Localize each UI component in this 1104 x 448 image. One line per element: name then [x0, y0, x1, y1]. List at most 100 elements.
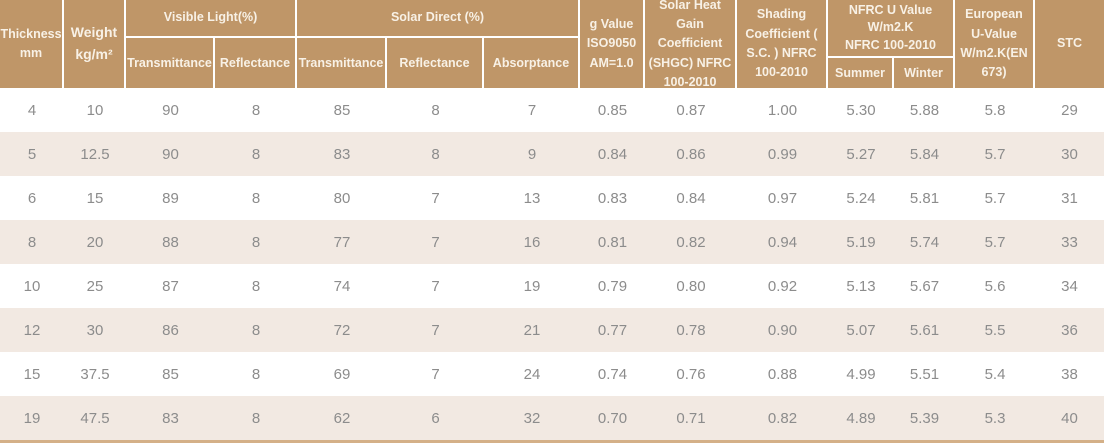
table-row: 15 37.5 85 8 69 7 24 0.74 0.76 0.88 4.99 5.51 5.4 38 [0, 352, 1104, 396]
table-cell: 5.8 [984, 101, 1006, 119]
thickness-label-line2: mm [19, 46, 43, 60]
table-cell: 6 [27, 189, 37, 207]
table-cell: 5.67 [909, 277, 940, 295]
table-cell: 0.90 [767, 321, 798, 339]
table-cell: 5.51 [909, 365, 940, 383]
table-cell: 0.76 [676, 365, 706, 383]
table-cell: 16 [523, 233, 541, 251]
table-cell: 7 [431, 277, 440, 295]
table-cell: 74 [333, 277, 351, 295]
table-cell: 0.81 [597, 233, 628, 251]
table-cell: 0.94 [767, 233, 798, 251]
table-cell: 33 [1061, 233, 1078, 251]
table-cell: 62 [333, 409, 351, 427]
table-row: 8 20 88 8 77 7 16 0.81 0.82 0.94 5.19 5.74 5.7 33 [0, 220, 1104, 264]
table-cell: 5.13 [846, 277, 876, 295]
thickness-label-line1: Thickness [0, 26, 62, 41]
table-cell: 89 [162, 189, 179, 207]
table-cell: 5.3 [984, 409, 1006, 427]
weight-label-line2: kg/m² [75, 46, 113, 62]
table-cell: 0.71 [676, 409, 706, 427]
table-cell: 4.89 [846, 409, 876, 427]
table-cell: 8 [251, 145, 261, 163]
table-cell: 36 [1061, 321, 1078, 339]
table-cell: 0.92 [767, 277, 798, 295]
table-cell: 8 [251, 101, 261, 119]
table-cell: 12.5 [80, 145, 110, 163]
table-cell: 0.80 [676, 277, 706, 295]
col-header-shgc: Solar Heat Gain Coefficient (SHGC) NFRC … [645, 0, 737, 89]
table-cell: 47.5 [80, 409, 110, 427]
g-value-line2: ISO9050 [586, 36, 637, 51]
table-cell: 4.99 [846, 365, 876, 383]
table-cell: 85 [162, 365, 179, 383]
table-cell: 5.07 [846, 321, 876, 339]
table-cell: 7 [431, 365, 440, 383]
table-cell: 5.81 [909, 189, 940, 207]
table-cell: 8 [431, 145, 440, 163]
table-cell: 69 [333, 365, 351, 383]
col-group-visible-light: Visible Light(%) Transmittance Reflectan… [126, 0, 297, 88]
table-cell: 31 [1061, 189, 1078, 207]
table-cell: 0.78 [676, 321, 706, 339]
table-cell: 19 [23, 409, 41, 427]
table-cell: 6 [431, 409, 440, 427]
g-value-line1: g Value [589, 16, 634, 31]
table-cell: 30 [1061, 145, 1078, 163]
col-header-sd-reflectance: Reflectance [387, 38, 484, 88]
col-header-nfrc-winter: Winter [904, 66, 943, 80]
col-header-vl-transmittance: Transmittance [126, 38, 215, 88]
col-header-sd-transmittance: Transmittance [297, 38, 387, 88]
table-cell: 34 [1061, 277, 1078, 295]
table-cell: 83 [333, 145, 351, 163]
table-cell: 37.5 [80, 365, 110, 383]
table-cell: 5.6 [984, 277, 1006, 295]
nfrc-group-title: NFRC U Value W/m2.K NFRC 100-2010 [828, 0, 953, 58]
table-cell: 0.85 [597, 101, 628, 119]
table-row: 6 15 89 8 80 7 13 0.83 0.84 0.97 5.24 5.81 5.7 31 [0, 176, 1104, 220]
table-cell: 15 [86, 189, 104, 207]
table-cell: 8 [251, 233, 261, 251]
table-cell: 0.84 [676, 189, 706, 207]
table-cell: 0.82 [767, 409, 798, 427]
table-cell: 85 [333, 101, 351, 119]
table-cell: 40 [1061, 409, 1078, 427]
table-cell: 5.7 [984, 233, 1006, 251]
weight-label-line1: Weight [70, 24, 118, 41]
col-header-weight: Weight kg/m² [64, 0, 126, 88]
table-cell: 5.24 [846, 189, 876, 207]
col-header-shading-coefficient: Shading Coefficient ( S.C. ) NFRC 100-20… [737, 0, 828, 88]
table-cell: 10 [86, 101, 104, 119]
table-cell: 7 [527, 101, 537, 119]
solar-direct-group-title: Solar Direct (%) [297, 0, 578, 38]
col-group-nfrc-u-value: NFRC U Value W/m2.K NFRC 100-2010 Summer… [828, 0, 955, 88]
table-cell: 5.7 [984, 189, 1006, 207]
table-cell: 0.84 [597, 145, 628, 163]
table-cell: 0.86 [676, 145, 706, 163]
table-cell: 8 [251, 189, 261, 207]
table-row: 4 10 90 8 85 8 7 0.85 0.87 1.00 5.30 5.88 5.8 29 [0, 88, 1104, 132]
g-value-line3: AM=1.0 [589, 55, 634, 70]
table-body: 4 10 90 8 85 8 7 0.85 0.87 1.00 5.30 5.88 5.8 29 5 12.5… [0, 88, 1104, 440]
table-cell: 8 [251, 409, 261, 427]
col-header-g-value: g Value ISO9050 AM=1.0 [580, 0, 645, 88]
table-cell: 5.4 [984, 365, 1006, 383]
table-cell: 0.88 [767, 365, 798, 383]
table-cell: 7 [431, 189, 440, 207]
table-cell: 0.83 [597, 189, 628, 207]
table-cell: 7 [431, 233, 440, 251]
table-cell: 25 [86, 277, 104, 295]
col-header-sd-absorptance: Absorptance [492, 56, 570, 70]
table-cell: 24 [523, 365, 541, 383]
visible-light-group-title: Visible Light(%) [126, 0, 295, 38]
table-cell: 83 [162, 409, 179, 427]
table-cell: 5.74 [909, 233, 940, 251]
table-cell: 90 [162, 145, 179, 163]
table-cell: 77 [333, 233, 351, 251]
table-cell: 0.99 [767, 145, 798, 163]
table-cell: 12 [23, 321, 41, 339]
table-cell: 32 [523, 409, 541, 427]
table-bottom-border [0, 440, 1104, 443]
table-cell: 20 [86, 233, 104, 251]
